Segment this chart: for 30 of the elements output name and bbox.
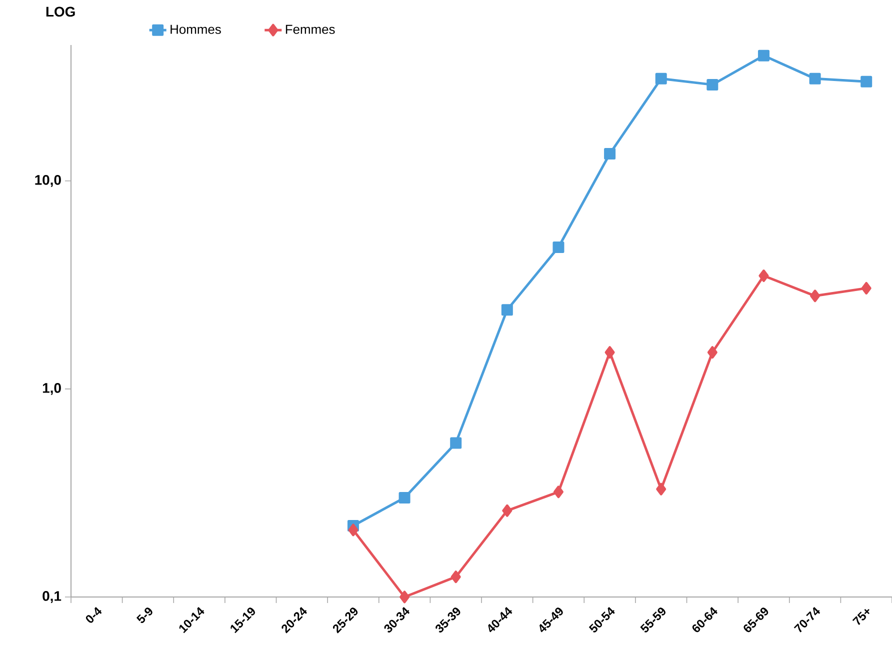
point [861, 282, 872, 294]
point [450, 437, 462, 449]
point [604, 148, 616, 160]
point [501, 304, 513, 316]
point [502, 504, 512, 517]
point [400, 590, 410, 604]
point [450, 570, 461, 584]
point [656, 482, 666, 496]
point [706, 78, 718, 90]
point [810, 290, 820, 302]
y-tick-label: 1,0 [42, 382, 61, 395]
point [552, 241, 564, 253]
x-tick-label: 75+ [852, 608, 870, 626]
point [604, 346, 615, 359]
legend-label: Femmes [286, 24, 335, 34]
point [758, 50, 770, 62]
point [707, 346, 718, 359]
point [655, 72, 667, 84]
point [809, 72, 821, 84]
point [553, 486, 564, 498]
x-tick-label: 0-4 [86, 607, 102, 623]
text: LOG [46, 6, 75, 17]
point [758, 270, 769, 282]
x-tick-label: 5-9 [136, 608, 152, 624]
y-tick-label: 0,1 [42, 591, 62, 603]
point [860, 76, 872, 88]
legend-label: Hommes [170, 24, 221, 34]
point [398, 492, 410, 504]
y-tick-label: 10,0 [35, 174, 61, 187]
point [348, 524, 358, 536]
